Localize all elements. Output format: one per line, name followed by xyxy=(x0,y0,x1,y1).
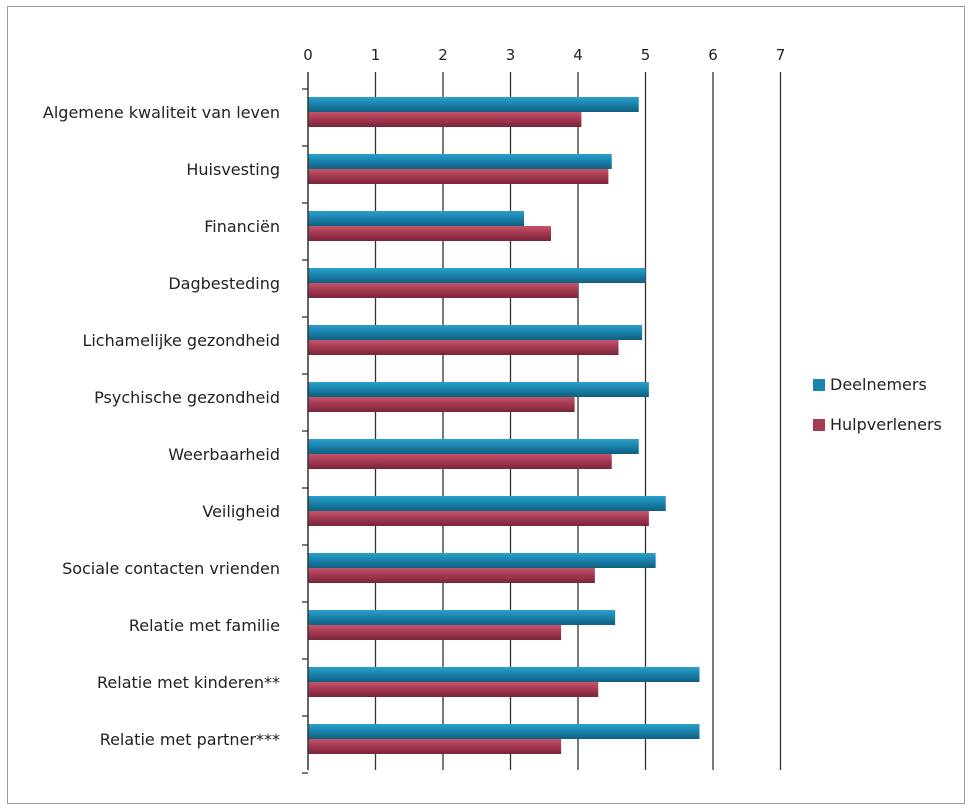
bar-deelnemers xyxy=(308,724,700,739)
x-tick-label: 7 xyxy=(776,46,786,64)
bar-deelnemers xyxy=(308,667,700,682)
bar-hulpverleners xyxy=(308,112,582,127)
category-label: Lichamelijke gezondheid xyxy=(82,331,280,350)
category-label: Veiligheid xyxy=(202,502,280,521)
category-labels: Algemene kwaliteit van leven Huisvesting F… xyxy=(43,103,280,749)
chart-frame xyxy=(7,6,965,804)
bar-hulpverleners xyxy=(308,511,649,526)
bar-deelnemers xyxy=(308,325,643,340)
category-label: Huisvesting xyxy=(186,160,280,179)
category-label: Relatie met partner*** xyxy=(100,730,280,749)
x-tick-label: 0 xyxy=(303,46,313,64)
bar-hulpverleners xyxy=(308,340,619,355)
x-tick-label: 4 xyxy=(573,46,583,64)
x-tick-label: 1 xyxy=(371,46,381,64)
legend-swatch xyxy=(813,379,825,391)
bar-hulpverleners xyxy=(308,682,599,697)
x-tick-label: 2 xyxy=(438,46,448,64)
bar-hulpverleners xyxy=(308,625,562,640)
bar-hulpverleners xyxy=(308,397,575,412)
category-label: Relatie met familie xyxy=(129,616,280,635)
bar-hulpverleners xyxy=(308,169,609,184)
x-tick-label: 6 xyxy=(708,46,718,64)
bar-deelnemers xyxy=(308,496,666,511)
bar-deelnemers xyxy=(308,553,656,568)
bar-hulpverleners xyxy=(308,739,562,754)
bar-hulpverleners xyxy=(308,454,612,469)
bar-hulpverleners xyxy=(308,568,595,583)
category-label: Relatie met kinderen** xyxy=(97,673,280,692)
legend-swatch xyxy=(813,419,825,431)
bar-deelnemers xyxy=(308,211,524,226)
grid-lines xyxy=(374,72,782,770)
category-label: Dagbesteding xyxy=(168,274,280,293)
bar-deelnemers xyxy=(308,439,639,454)
bar-hulpverleners xyxy=(308,226,551,241)
bar-hulpverleners xyxy=(308,283,578,298)
x-tick-label: 5 xyxy=(641,46,651,64)
category-label: Algemene kwaliteit van leven xyxy=(43,103,280,122)
category-label: Financiën xyxy=(204,217,280,236)
bar-deelnemers xyxy=(308,268,646,283)
legend-label: Deelnemers xyxy=(830,375,927,394)
bars xyxy=(308,97,700,754)
bar-deelnemers xyxy=(308,610,616,625)
category-label: Sociale contacten vrienden xyxy=(62,559,280,578)
category-label: Weerbaarheid xyxy=(168,445,280,464)
legend-label: Hulpverleners xyxy=(830,415,942,434)
axis xyxy=(302,72,309,774)
legend: Deelnemers Hulpverleners xyxy=(813,375,942,434)
bar-deelnemers xyxy=(308,382,649,397)
category-label: Psychische gezondheid xyxy=(94,388,280,407)
tick-labels: 0 1 2 3 4 5 6 7 xyxy=(303,46,785,64)
bar-deelnemers xyxy=(308,154,612,169)
x-tick-label: 3 xyxy=(506,46,516,64)
bar-deelnemers xyxy=(308,97,639,112)
